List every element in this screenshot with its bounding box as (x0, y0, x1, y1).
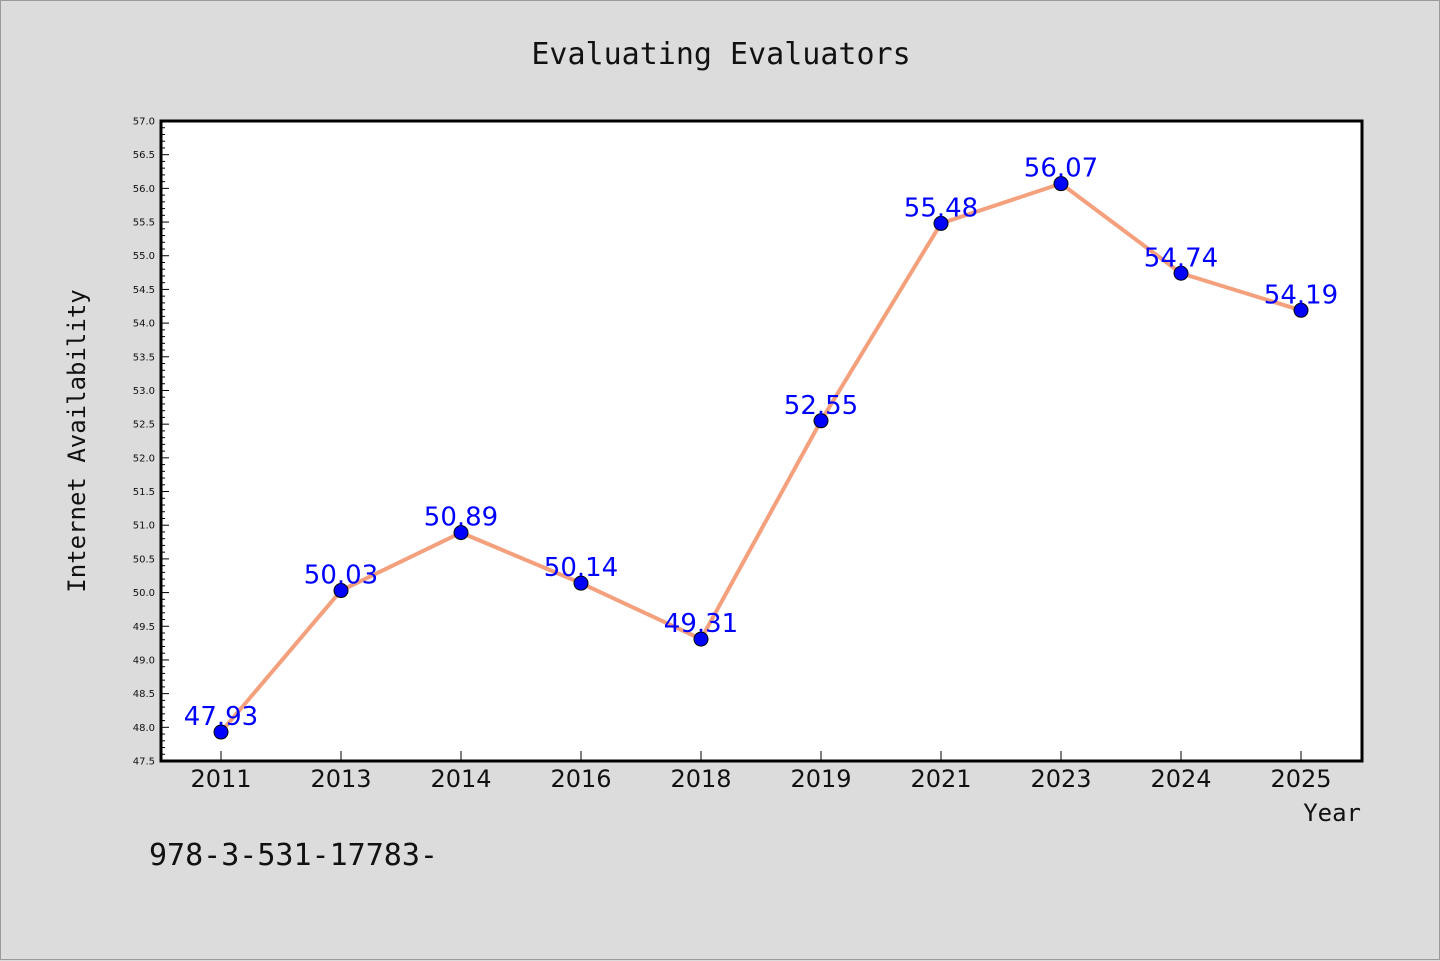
x-tick-label: 2014 (430, 765, 491, 793)
x-tick-label: 2024 (1150, 765, 1211, 793)
data-label: 50.14 (544, 553, 618, 583)
data-label: 55.48 (904, 193, 978, 223)
y-tick-label: 52.5 (133, 420, 155, 431)
data-label: 54.19 (1264, 280, 1338, 310)
data-label: 50.03 (304, 561, 378, 591)
data-label: 54.74 (1144, 243, 1218, 273)
x-tick-label: 2021 (910, 765, 971, 793)
data-label: 52.55 (784, 391, 858, 421)
y-tick-label: 47.5 (133, 757, 155, 768)
y-tick-label: 54.5 (133, 285, 155, 296)
y-axis-label: Internet Availability (63, 289, 91, 592)
y-tick-label: 53.5 (133, 352, 155, 363)
x-tick-label: 2011 (190, 765, 251, 793)
y-tick-label: 56.0 (133, 184, 155, 195)
plot-area (159, 119, 1364, 763)
data-point (933, 215, 949, 231)
y-tick-label: 54.0 (133, 319, 155, 330)
y-tick-label: 51.0 (133, 521, 155, 532)
y-tick-label: 52.0 (133, 453, 155, 464)
data-point (453, 525, 469, 541)
data-label: 49.31 (664, 609, 738, 639)
x-tick-label: 2018 (670, 765, 731, 793)
data-point (333, 583, 349, 599)
x-tick-label: 2016 (550, 765, 611, 793)
y-tick-label: 49.0 (133, 655, 155, 666)
x-tick-label: 2019 (790, 765, 851, 793)
data-label: 47.93 (184, 702, 258, 732)
footer-code: 978-3-531-17783- (149, 838, 438, 873)
y-tick-label: 57.0 (133, 117, 155, 128)
y-tick-label: 48.5 (133, 689, 155, 700)
series-group: 47.93 50.03 50.89 50.14 49.31 52.55 55.48 56.07… (184, 154, 1338, 740)
data-point (813, 413, 829, 429)
x-tick-label: 2025 (1270, 765, 1331, 793)
y-tick-label: 50.0 (133, 588, 155, 599)
chart-title: Evaluating Evaluators (531, 37, 910, 72)
x-tick-label: 2013 (310, 765, 371, 793)
data-point (693, 631, 709, 647)
series-line (219, 181, 1302, 734)
data-point (1173, 265, 1189, 281)
y-axis-ticks: 47.5 48.0 48.5 49.0 49.5 50.0 50.5 51.0 51.5 52.0… (133, 117, 169, 768)
data-point (1293, 302, 1309, 318)
x-axis-ticks: 2011 2013 2014 2016 2018 2019 2021 2023 2024 2025 (190, 751, 1332, 793)
x-tick-label: 2023 (1030, 765, 1091, 793)
data-point (213, 724, 229, 740)
y-tick-label: 50.5 (133, 554, 155, 565)
y-tick-label: 49.5 (133, 622, 155, 633)
data-label: 50.89 (424, 503, 498, 533)
y-tick-label: 53.0 (133, 386, 155, 397)
data-point (1053, 176, 1069, 192)
y-tick-label: 55.0 (133, 251, 155, 262)
x-axis-label: Year (1303, 799, 1361, 827)
data-label: 56.07 (1024, 154, 1098, 184)
y-tick-label: 56.5 (133, 150, 155, 161)
y-tick-label: 51.5 (133, 487, 155, 498)
y-tick-label: 55.5 (133, 218, 155, 229)
y-tick-label: 48.0 (133, 723, 155, 734)
data-point (573, 575, 589, 591)
